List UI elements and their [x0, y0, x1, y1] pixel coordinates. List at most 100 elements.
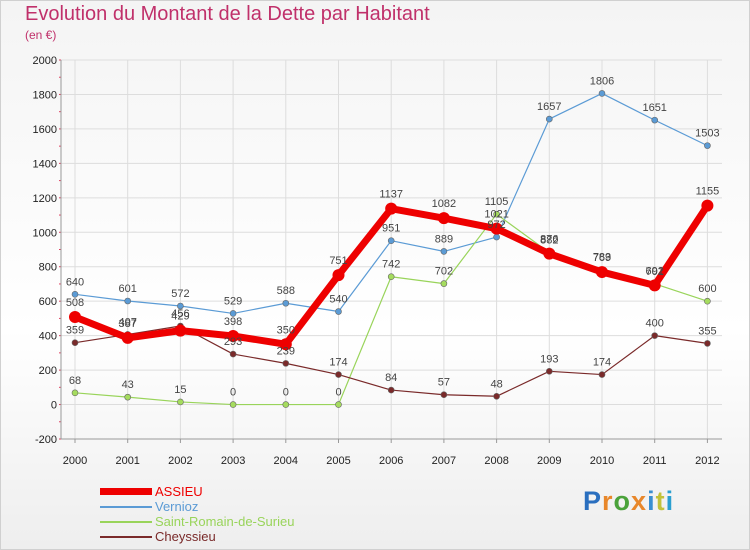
- chart-subtitle: (en €): [25, 28, 57, 42]
- data-point-vernioz: [229, 310, 237, 317]
- data-label-saint-romain-de-surieu: 0: [335, 387, 341, 399]
- x-tick-label: 2003: [221, 455, 245, 467]
- data-label-cheyssieu: 293: [224, 336, 242, 348]
- data-point-assieu: [701, 199, 714, 212]
- data-label-assieu: 1021: [484, 209, 508, 221]
- data-label-vernioz: 640: [66, 276, 84, 288]
- data-label-cheyssieu: 193: [540, 353, 558, 365]
- data-point-assieu: [332, 269, 345, 282]
- data-point-cheyssieu: [387, 386, 395, 394]
- data-label-assieu: 1137: [379, 189, 403, 201]
- data-point-cheyssieu: [440, 391, 448, 399]
- data-point-vernioz: [493, 233, 500, 241]
- data-label-saint-romain-de-surieu: 1105: [485, 196, 509, 208]
- data-point-vernioz: [598, 90, 606, 97]
- data-label-vernioz: 540: [329, 294, 347, 306]
- y-tick-label: 1200: [33, 193, 57, 205]
- data-label-cheyssieu: 359: [66, 325, 84, 337]
- data-label-vernioz: 889: [435, 233, 453, 245]
- data-label-cheyssieu: 456: [171, 308, 189, 320]
- data-label-saint-romain-de-surieu: 742: [382, 259, 400, 271]
- data-label-vernioz: 588: [277, 285, 295, 297]
- logo-letter: i: [665, 486, 675, 516]
- data-point-cheyssieu: [545, 367, 553, 375]
- legend-item-cheyssieu: Cheyssieu: [100, 529, 294, 544]
- data-label-cheyssieu: 84: [385, 372, 397, 384]
- data-label-vernioz: 972: [487, 219, 505, 231]
- data-label-assieu: 1155: [696, 186, 720, 198]
- data-label-cheyssieu: 174: [593, 357, 611, 369]
- data-label-cheyssieu: 355: [698, 325, 716, 337]
- logo-letter: i: [647, 486, 656, 516]
- data-point-assieu: [490, 222, 503, 235]
- data-point-cheyssieu: [598, 371, 606, 378]
- data-point-assieu: [437, 212, 450, 225]
- x-tick-label: 2007: [432, 455, 456, 467]
- legend-label: Vernioz: [155, 499, 199, 514]
- data-label-cheyssieu: 400: [646, 318, 664, 330]
- data-point-saint-romain-de-surieu: [493, 210, 500, 218]
- data-point-assieu: [279, 338, 292, 351]
- data-label-vernioz: 572: [171, 288, 189, 300]
- legend-label: ASSIEU: [155, 484, 203, 499]
- legend-item-assieu: ASSIEU: [100, 484, 294, 499]
- data-label-cheyssieu: 48: [490, 378, 502, 390]
- data-label-vernioz: 601: [119, 283, 137, 295]
- y-tick-label: 1600: [33, 124, 57, 136]
- data-point-saint-romain-de-surieu: [440, 280, 448, 287]
- data-label-cheyssieu: 407: [119, 316, 137, 328]
- data-point-cheyssieu: [282, 360, 290, 367]
- x-tick-label: 2001: [115, 455, 139, 467]
- data-label-assieu: 429: [171, 311, 189, 323]
- legend-label: Saint-Romain-de-Surieu: [155, 514, 295, 529]
- data-point-vernioz: [282, 299, 290, 307]
- data-label-saint-romain-de-surieu: 701: [646, 266, 664, 278]
- data-point-assieu: [227, 329, 240, 342]
- chart-legend: ASSIEU Vernioz Saint-Romain-de-Surieu Cheys…: [100, 484, 294, 544]
- legend-swatch: [100, 520, 152, 523]
- data-point-cheyssieu: [704, 340, 711, 347]
- data-label-cheyssieu: 239: [277, 345, 295, 357]
- data-label-assieu: 398: [224, 316, 242, 328]
- data-point-vernioz: [177, 302, 184, 310]
- x-tick-label: 2012: [695, 455, 719, 467]
- data-point-saint-romain-de-surieu: [704, 297, 711, 305]
- data-point-vernioz: [545, 115, 553, 123]
- data-point-cheyssieu: [71, 339, 79, 346]
- data-label-assieu: 350: [277, 324, 295, 336]
- data-point-saint-romain-de-surieu: [387, 273, 395, 281]
- data-point-assieu: [385, 202, 398, 215]
- data-point-cheyssieu: [493, 392, 500, 400]
- data-label-cheyssieu: 57: [438, 377, 450, 389]
- data-point-assieu: [174, 324, 187, 337]
- data-point-vernioz: [335, 308, 342, 315]
- data-point-assieu: [69, 311, 81, 324]
- logo-letter: P: [583, 486, 603, 516]
- data-label-saint-romain-de-surieu: 43: [122, 379, 134, 391]
- data-point-vernioz: [124, 297, 131, 305]
- y-tick-label: -200: [35, 434, 57, 446]
- data-point-cheyssieu: [651, 332, 659, 339]
- x-tick-label: 2011: [643, 455, 667, 467]
- data-label-saint-romain-de-surieu: 0: [283, 387, 289, 399]
- data-point-saint-romain-de-surieu: [177, 398, 184, 406]
- data-label-assieu: 508: [66, 297, 84, 309]
- y-tick-label: 600: [39, 296, 57, 308]
- data-point-assieu: [648, 279, 661, 292]
- data-label-vernioz: 529: [224, 295, 242, 307]
- data-label-saint-romain-de-surieu: 15: [174, 384, 186, 396]
- data-point-cheyssieu: [229, 350, 237, 358]
- y-tick-label: 1400: [33, 158, 57, 170]
- data-label-assieu: 751: [329, 255, 347, 267]
- data-point-saint-romain-de-surieu: [282, 401, 290, 408]
- x-tick-label: 2002: [168, 455, 192, 467]
- data-label-assieu: 769: [593, 252, 611, 264]
- y-tick-label: 1000: [33, 227, 57, 239]
- data-label-saint-romain-de-surieu: 68: [69, 375, 81, 387]
- logo-letter: t: [655, 486, 666, 516]
- data-label-assieu: 876: [540, 234, 558, 246]
- logo-letter: r: [602, 486, 614, 516]
- x-tick-label: 2005: [326, 455, 350, 467]
- data-label-saint-romain-de-surieu: 882: [540, 235, 558, 247]
- x-tick-label: 2009: [537, 455, 561, 467]
